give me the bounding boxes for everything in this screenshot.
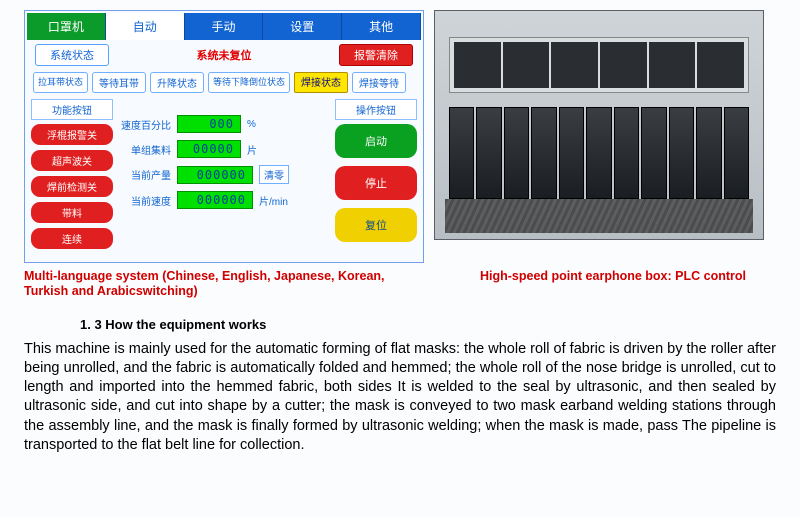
speed-pct-label: 速度百分比 (117, 117, 171, 132)
plc-rack (449, 37, 749, 93)
single-batch-value: 00000 (177, 140, 241, 158)
stop-button[interactable]: 停止 (335, 166, 417, 200)
hmi-screen: 口罩机 自动 手动 设置 其他 系统状态 系统未复位 报警清除 拉耳带状态 等待… (24, 10, 424, 263)
tab-auto[interactable]: 自动 (106, 13, 185, 40)
current-speed-unit: 片/min (259, 193, 288, 208)
single-batch-label: 单组集料 (117, 142, 171, 157)
float-roller-alarm-button[interactable]: 浮棍报警关 (31, 124, 113, 145)
function-buttons-header: 功能按钮 (31, 99, 113, 120)
current-speed-value: 000000 (177, 191, 253, 209)
tab-bar: 口罩机 自动 手动 设置 其他 (27, 13, 421, 40)
alarm-clear-button[interactable]: 报警清除 (339, 44, 413, 66)
system-not-reset-msg: 系统未复位 (115, 47, 333, 63)
tab-mask-machine[interactable]: 口罩机 (27, 13, 106, 40)
preweld-detect-button[interactable]: 焊前检测关 (31, 176, 113, 197)
section-title: 1. 3 How the equipment works (80, 317, 776, 332)
plc-cabinet-photo (434, 10, 764, 240)
wait-earband-status: 等待耳带 (92, 72, 146, 93)
speed-pct-unit: % (247, 119, 256, 130)
current-output-value: 000000 (177, 166, 253, 184)
wait-down-status: 等待下降倒位状态 (208, 72, 290, 93)
start-button[interactable]: 启动 (335, 124, 417, 158)
caption-hmi: Multi-language system (Chinese, English,… (24, 269, 424, 299)
speed-pct-value: 000 (177, 115, 241, 133)
weld-status-label: 焊接状态 (294, 72, 348, 93)
continuous-button[interactable]: 连续 (31, 228, 113, 249)
tab-manual[interactable]: 手动 (185, 13, 264, 40)
earband-status-label: 拉耳带状态 (33, 72, 88, 93)
material-button[interactable]: 带料 (31, 202, 113, 223)
current-speed-label: 当前速度 (117, 193, 171, 208)
ultrasonic-off-button[interactable]: 超声波关 (31, 150, 113, 171)
lift-status-label: 升降状态 (150, 72, 204, 93)
clear-button[interactable]: 清零 (259, 165, 289, 184)
reset-button[interactable]: 复位 (335, 208, 417, 242)
tab-other[interactable]: 其他 (342, 13, 421, 40)
body-paragraph: This machine is mainly used for the auto… (24, 340, 776, 455)
tab-settings[interactable]: 设置 (263, 13, 342, 40)
operation-buttons-header: 操作按钮 (335, 99, 417, 120)
system-status-label: 系统状态 (35, 44, 109, 66)
single-batch-unit: 片 (247, 142, 257, 157)
drive-modules (449, 107, 749, 199)
caption-plc: High-speed point earphone box: PLC contr… (434, 269, 764, 299)
wiring (445, 199, 753, 233)
weld-wait-status: 焊接等待 (352, 72, 406, 93)
current-output-label: 当前产量 (117, 167, 171, 182)
